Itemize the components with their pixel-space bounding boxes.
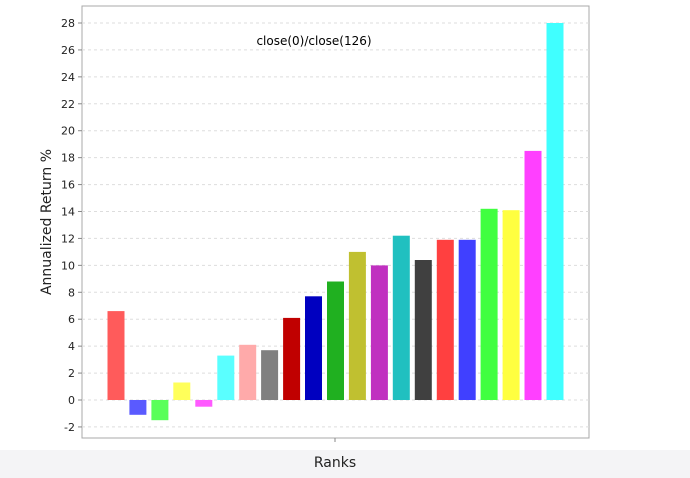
y-tick-label: 18 xyxy=(61,152,75,165)
y-tick-label: 2 xyxy=(68,367,75,380)
bar-11 xyxy=(327,281,344,400)
bar-13 xyxy=(370,265,388,400)
bar-20 xyxy=(524,150,542,400)
y-axis-title: Annualized Return % xyxy=(39,149,55,295)
bar-15 xyxy=(414,260,432,400)
y-tick-label: -2 xyxy=(64,421,75,434)
bar-5 xyxy=(195,400,213,407)
bar-6 xyxy=(217,355,235,400)
bottom-band xyxy=(0,450,690,478)
bar-19 xyxy=(502,210,520,400)
bar-16 xyxy=(436,239,454,400)
bar-3 xyxy=(151,400,169,421)
bar-1 xyxy=(107,311,125,400)
bar-12 xyxy=(348,251,366,400)
bar-4 xyxy=(173,382,191,400)
y-tick-label: 24 xyxy=(61,71,75,84)
x-axis-title: Ranks xyxy=(314,455,356,471)
bar-9 xyxy=(283,317,301,400)
y-tick-label: 4 xyxy=(68,340,75,353)
bar-21 xyxy=(546,23,564,400)
y-tick-label: 28 xyxy=(61,17,75,30)
bar-2 xyxy=(129,400,147,415)
chart-title: close(0)/close(126) xyxy=(256,34,371,48)
y-tick-label: 26 xyxy=(61,44,75,57)
y-tick-label: 10 xyxy=(61,259,75,272)
y-tick-label: 12 xyxy=(61,232,75,245)
y-tick-label: 14 xyxy=(61,206,75,219)
bar-17 xyxy=(458,239,476,400)
y-tick-label: 16 xyxy=(61,179,75,192)
bar-14 xyxy=(392,235,410,400)
bar-7 xyxy=(239,344,257,400)
bar-8 xyxy=(261,350,279,400)
bar-18 xyxy=(480,208,498,400)
y-tick-label: 0 xyxy=(68,394,75,407)
y-tick-label: 20 xyxy=(61,125,75,138)
y-tick-label: 22 xyxy=(61,98,75,111)
y-tick-label: 8 xyxy=(68,286,75,299)
bars xyxy=(107,23,564,421)
y-tick-label: 6 xyxy=(68,313,75,326)
bar-10 xyxy=(305,296,322,400)
